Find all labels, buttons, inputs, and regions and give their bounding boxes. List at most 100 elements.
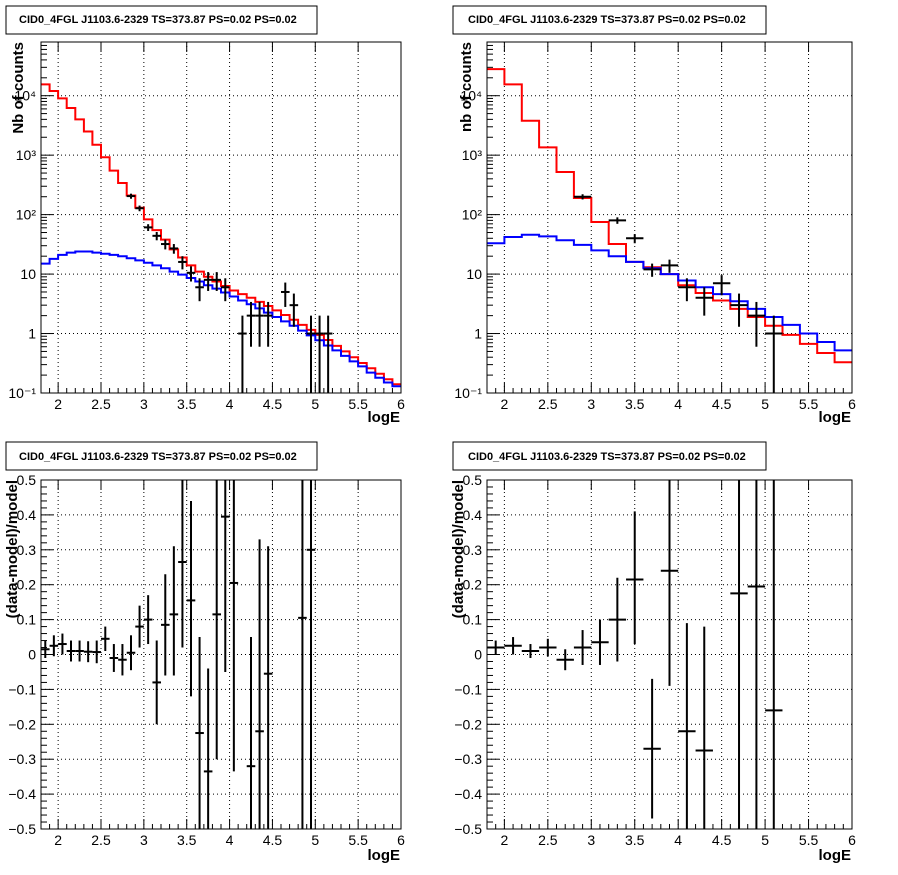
data-point [306,315,316,393]
x-tick-label: 3 [140,396,148,412]
data-point [695,626,713,829]
y-tick-label: −0.5 [8,821,36,837]
plot-frame [40,479,402,830]
panel-top-left-counts: CID0_4FGL J1103.6-2329 TS=373.87 PS=0.02… [5,5,405,426]
y-tick-label: 0.1 [17,612,37,628]
y-tick-label: 0.4 [463,507,483,523]
chart-title: CID0_4FGL J1103.6-2329 TS=373.87 PS=0.02… [19,451,297,463]
plot-frame [486,41,853,394]
plot-layer [41,41,402,394]
x-axis-label: logE [368,409,401,426]
x-tick-label: 3 [140,832,148,848]
data-point [765,315,783,393]
x-tick-label: 4.5 [263,832,283,848]
model-source-series [487,233,852,352]
x-tick-label: 4 [226,832,234,848]
data-point [178,256,187,270]
data-point [712,275,731,296]
data-point [83,641,93,663]
y-tick-label: −0.3 [454,751,482,767]
x-tick-label: 3.5 [625,396,645,412]
x-tick-label: 6 [397,396,405,412]
plot-frame [40,41,402,394]
x-tick-label: 4.5 [712,832,732,848]
data-point [229,480,239,772]
x-tick-label: 2.5 [91,396,111,412]
data-point [678,623,696,829]
data-point [765,480,783,829]
title-box [452,5,767,35]
data-point [212,480,221,760]
x-tick-label: 5 [761,832,769,848]
data-point [643,678,661,819]
plot-layer [487,41,853,394]
y-axis-label: (data-model)/model [4,480,21,618]
data-point [178,480,187,648]
x-tick-label: 4.5 [263,396,283,412]
data-point [608,217,627,224]
data-point [203,272,213,291]
x-tick-label: 5.5 [799,396,819,412]
data-point [487,640,505,655]
model-total-series [41,83,401,386]
data-point [152,640,161,725]
y-axis-label: nb of counts [458,42,475,132]
data-point [246,301,256,347]
data-point [49,635,59,657]
y-tick-label: 0 [474,647,482,663]
y-tick-label: 10³ [462,147,483,163]
data-point [41,640,50,658]
data-point [626,234,644,244]
data-point [143,595,153,645]
x-tick-label: 2 [54,832,62,848]
y-tick-label: 10 [466,266,482,282]
data-point [126,635,136,671]
data-point [281,282,290,307]
data-point [126,193,136,199]
data-point [212,272,221,291]
data-point [263,546,273,829]
data-point [556,649,574,671]
y-tick-label: 10⁴ [14,88,36,104]
data-point [678,278,696,302]
data-point [323,315,333,393]
x-tick-label: 4 [226,396,234,412]
data-point [747,480,766,829]
chart-title: CID0_4FGL J1103.6-2329 TS=373.87 PS=0.02… [468,14,746,26]
data-point [255,539,264,829]
data-point [660,259,679,273]
y-axis-label: (data-model)/model [450,480,467,618]
x-axis-label: logE [819,409,852,426]
data-point [298,480,307,829]
x-axis-label: logE [819,847,852,864]
data-point [730,480,748,829]
y-tick-label: 0.5 [17,472,37,488]
data-point [660,480,679,686]
title-box [5,5,318,35]
data-point [66,640,76,662]
y-tick-label: 0.3 [17,542,37,558]
data-point [75,640,84,662]
data-point [573,194,592,200]
data-point [643,263,661,277]
y-tick-label: −0.3 [8,751,36,767]
x-tick-label: 5.5 [348,396,368,412]
x-tick-label: 2.5 [91,832,111,848]
data-point [730,293,748,327]
data-point [135,205,144,212]
x-tick-label: 5 [761,396,769,412]
data-point [315,315,324,393]
y-tick-label: 10⁻¹ [454,385,482,401]
x-tick-label: 5 [311,832,319,848]
data-point [221,480,230,672]
data-point [186,500,196,697]
data-point [109,644,119,672]
data-point [504,637,522,655]
y-tick-label: −0.4 [454,786,482,802]
data-point [203,668,213,829]
data-point [186,266,196,282]
y-tick-label: −0.2 [454,716,482,732]
data-point [92,640,101,664]
data-point [695,287,713,316]
